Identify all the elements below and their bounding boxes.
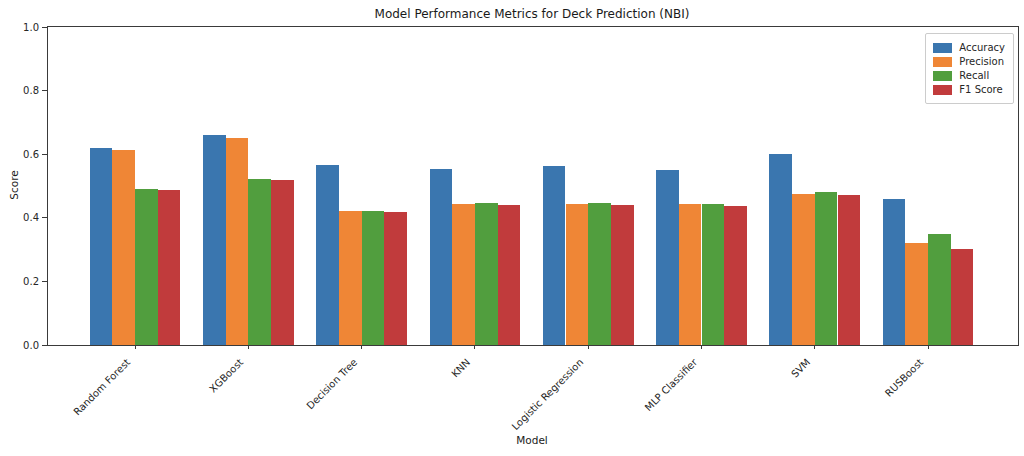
bar-precision-decision-tree [339, 211, 362, 345]
bar-accuracy-random-forest [90, 148, 113, 345]
bar-precision-mlp-classifier [679, 204, 702, 345]
bar-f1-score-svm [838, 195, 861, 345]
legend-swatch-f1-score [933, 85, 952, 95]
bar-recall-decision-tree [362, 211, 385, 345]
bar-recall-svm [815, 192, 838, 345]
bar-f1-score-rusboost [951, 249, 974, 345]
x-tick-mark [474, 345, 475, 349]
y-tick-mark [42, 27, 47, 28]
y-tick-mark [42, 217, 47, 218]
x-tick-mark [814, 345, 815, 349]
legend-label: Accuracy [959, 42, 1005, 53]
figure: Model Performance Metrics for Deck Predi… [0, 0, 1024, 456]
y-tick-label: 0.2 [6, 275, 39, 288]
y-tick-mark [42, 154, 47, 155]
x-tick-mark [928, 345, 929, 349]
legend-label: Precision [959, 56, 1004, 67]
y-tick-mark [42, 345, 47, 346]
bar-accuracy-rusboost [883, 199, 906, 345]
y-tick-label: 0.8 [6, 84, 39, 97]
bar-recall-mlp-classifier [702, 204, 725, 346]
y-tick-label: 1.0 [6, 21, 39, 34]
bar-accuracy-decision-tree [316, 165, 339, 345]
bar-accuracy-xgboost [203, 135, 226, 345]
bar-f1-score-random-forest [158, 190, 181, 345]
bar-precision-xgboost [226, 138, 249, 345]
bar-recall-xgboost [248, 179, 271, 345]
legend: Accuracy Precision Recall F1 Score [925, 33, 1014, 104]
legend-swatch-accuracy [933, 43, 952, 53]
bar-recall-logistic-regression [588, 203, 611, 345]
y-tick-label: 0.0 [6, 339, 39, 352]
legend-label: F1 Score [959, 84, 1002, 95]
bar-precision-knn [452, 204, 475, 345]
bar-f1-score-xgboost [271, 180, 294, 345]
legend-entry-f1-score: F1 Score [933, 84, 1005, 95]
legend-label: Recall [959, 70, 989, 81]
bar-precision-random-forest [112, 150, 135, 345]
legend-entry-recall: Recall [933, 70, 1005, 81]
legend-entry-accuracy: Accuracy [933, 42, 1005, 53]
bar-precision-logistic-regression [566, 204, 589, 345]
bar-f1-score-logistic-regression [611, 205, 634, 345]
x-tick-mark [361, 345, 362, 349]
x-axis-label: Model [47, 434, 1017, 446]
legend-swatch-precision [933, 57, 952, 67]
x-tick-mark [135, 345, 136, 349]
plot-area: 0.00.20.40.60.81.0 Random ForestXGBoostD… [47, 26, 1019, 346]
bar-recall-knn [475, 203, 498, 345]
legend-entry-precision: Precision [933, 56, 1005, 67]
x-tick-mark [248, 345, 249, 349]
y-axis-label: Score [8, 170, 20, 199]
x-tick-mark [701, 345, 702, 349]
bar-f1-score-mlp-classifier [724, 206, 747, 345]
bar-recall-rusboost [928, 234, 951, 345]
bar-precision-rusboost [905, 243, 928, 345]
y-tick-mark [42, 90, 47, 91]
y-tick-label: 0.6 [6, 148, 39, 161]
bar-f1-score-knn [498, 205, 521, 345]
bar-recall-random-forest [135, 189, 158, 345]
bar-accuracy-knn [430, 169, 453, 345]
y-tick-label: 0.4 [6, 211, 39, 224]
bar-accuracy-logistic-regression [543, 166, 566, 345]
legend-swatch-recall [933, 71, 952, 81]
bar-precision-svm [792, 194, 815, 345]
bar-f1-score-decision-tree [384, 212, 407, 345]
chart-title: Model Performance Metrics for Deck Predi… [47, 7, 1017, 21]
x-tick-mark [588, 345, 589, 349]
bar-accuracy-svm [769, 154, 792, 345]
y-tick-mark [42, 281, 47, 282]
bar-accuracy-mlp-classifier [656, 170, 679, 345]
